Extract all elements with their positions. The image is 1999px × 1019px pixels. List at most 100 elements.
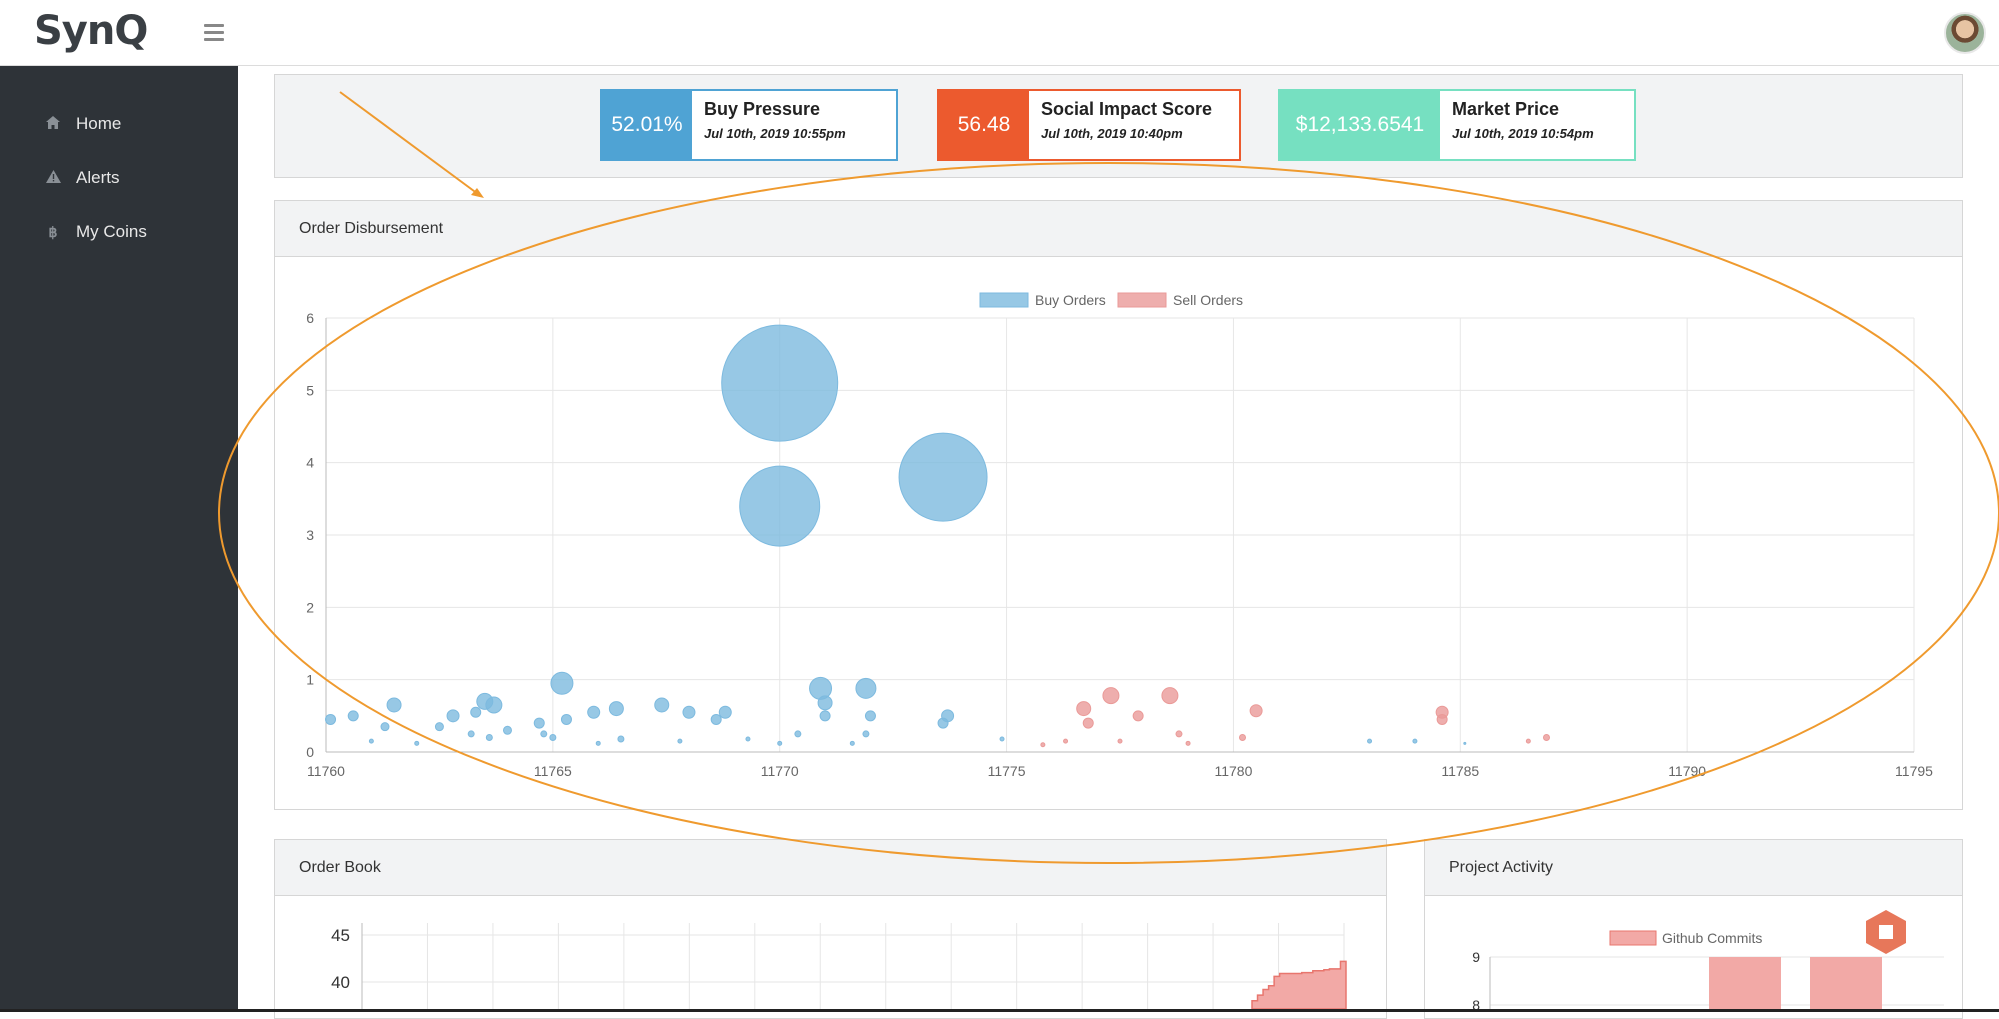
market-price-card[interactable]: $12,133.6541 Market Price Jul 10th, 2019…	[1278, 89, 1636, 161]
chart-points	[325, 324, 1550, 748]
window-bottom-edge	[0, 1009, 1999, 1012]
bubble-point	[937, 717, 949, 729]
sidebar-item-label: My Coins	[76, 222, 147, 241]
bubble-point	[862, 730, 870, 738]
bubble-point	[1063, 738, 1069, 744]
bubble-point	[654, 697, 670, 713]
bubble-point	[1076, 701, 1092, 717]
sidebar-item-alerts[interactable]: Alerts	[44, 163, 119, 193]
x-tick-label: 11790	[1668, 763, 1706, 779]
bubble-point	[325, 713, 337, 725]
bubble-point	[608, 701, 624, 717]
bubble-point	[1542, 734, 1550, 742]
bubble-point	[819, 710, 831, 722]
x-tick-label: 11760	[307, 763, 345, 779]
stat-title: Social Impact Score	[1041, 99, 1213, 119]
sidebar: Home Alerts ฿ My Coins	[0, 66, 238, 1012]
bubble-point	[617, 735, 625, 743]
legend-label: Sell Orders	[1173, 292, 1243, 308]
sidebar-item-my-coins[interactable]: ฿ My Coins	[44, 217, 147, 247]
x-tick-label: 11775	[988, 763, 1026, 779]
y-tick-label: 40	[331, 973, 350, 992]
chart-axes: 0 1 2 3 4 5 6 11760 11765 11770 11775 11780 11785 117…	[306, 310, 1933, 779]
bubble-point	[550, 671, 574, 695]
home-icon	[44, 116, 62, 132]
bubble-point	[721, 324, 839, 442]
bar	[1810, 957, 1882, 1009]
bubble-point	[470, 706, 482, 718]
bubble-point	[446, 709, 460, 723]
y-tick-label: 5	[306, 382, 314, 398]
panel-title: Order Disbursement	[275, 201, 1962, 257]
y-tick-label: 0	[306, 744, 314, 760]
legend-swatch	[979, 292, 1029, 308]
order-book-chart: 45 40	[331, 923, 1347, 1009]
bubble-point	[380, 722, 390, 732]
legend-swatch	[1609, 930, 1657, 946]
bubble-point	[1249, 704, 1263, 718]
bubble-point	[777, 740, 783, 746]
bubble-point	[1185, 740, 1191, 746]
stat-date: Jul 10th, 2019 10:54pm	[1452, 126, 1594, 141]
avatar[interactable]	[1944, 12, 1986, 54]
bubble-point	[434, 722, 444, 732]
buy-pressure-card[interactable]: 52.01% Buy Pressure Jul 10th, 2019 10:55…	[600, 89, 898, 161]
legend-swatch	[1117, 292, 1167, 308]
panel-title: Order Book	[275, 840, 1386, 896]
menu-toggle-icon[interactable]	[204, 24, 224, 42]
bubble-point	[710, 713, 722, 725]
bubble-point	[368, 738, 374, 744]
bubble-point	[1161, 687, 1179, 705]
bubble-point	[1175, 730, 1183, 738]
bubble-point	[999, 736, 1005, 742]
bubble-point	[718, 705, 732, 719]
y-tick-label: 1	[306, 672, 314, 688]
bar	[1709, 957, 1781, 1009]
bubble-point	[533, 717, 545, 729]
stat-date: Jul 10th, 2019 10:40pm	[1041, 126, 1183, 141]
y-tick-label: 9	[1472, 949, 1480, 965]
legend-label: Buy Orders	[1035, 292, 1106, 308]
bubble-point	[1102, 687, 1120, 705]
bubble-point	[849, 740, 855, 746]
panel-title: Project Activity	[1425, 840, 1962, 896]
bubble-point	[1040, 742, 1046, 748]
sidebar-item-home[interactable]: Home	[44, 109, 121, 139]
chart-legend: Buy Orders Sell Orders	[979, 292, 1243, 308]
sidebar-item-label: Alerts	[76, 168, 120, 187]
bubble-point	[1082, 717, 1094, 729]
bubble-point	[540, 730, 548, 738]
bubble-point	[1117, 738, 1123, 744]
bubble-point	[485, 734, 493, 742]
bubble-point	[386, 697, 402, 713]
bubble-point	[587, 705, 601, 719]
bubble-point	[1463, 741, 1467, 745]
x-tick-label: 11785	[1441, 763, 1479, 779]
sidebar-item-label: Home	[76, 114, 122, 133]
bubble-point	[595, 740, 601, 746]
app-logo[interactable]: SynQ	[34, 8, 148, 54]
social-impact-card[interactable]: 56.48 Social Impact Score Jul 10th, 2019…	[937, 89, 1241, 161]
bubble-point	[1367, 738, 1373, 744]
bubble-point	[794, 730, 802, 738]
bubble-point	[817, 695, 833, 711]
bubble-point	[739, 465, 821, 547]
x-tick-label: 11795	[1895, 763, 1933, 779]
bitcoin-icon: ฿	[48, 223, 58, 240]
bubble-point	[467, 730, 475, 738]
stat-title: Buy Pressure	[704, 99, 821, 119]
bubble-point	[745, 736, 751, 742]
bubble-point	[1132, 710, 1144, 722]
order-disbursement-chart: 0 1 2 3 4 5 6 11760 11765 11770 11775 11780 11785 117…	[306, 292, 1933, 779]
stop-hexagon-icon[interactable]	[1866, 910, 1906, 954]
stat-title: Market Price	[1452, 99, 1560, 119]
bubble-point	[677, 738, 683, 744]
x-tick-label: 11770	[761, 763, 799, 779]
y-tick-label: 8	[1472, 997, 1480, 1009]
x-tick-label: 11780	[1214, 763, 1252, 779]
bubble-point	[347, 710, 359, 722]
bubble-point	[560, 713, 572, 725]
bubble-point	[1239, 734, 1247, 742]
bubble-point	[1525, 738, 1531, 744]
stat-value: $12,133.6541	[1280, 91, 1440, 159]
